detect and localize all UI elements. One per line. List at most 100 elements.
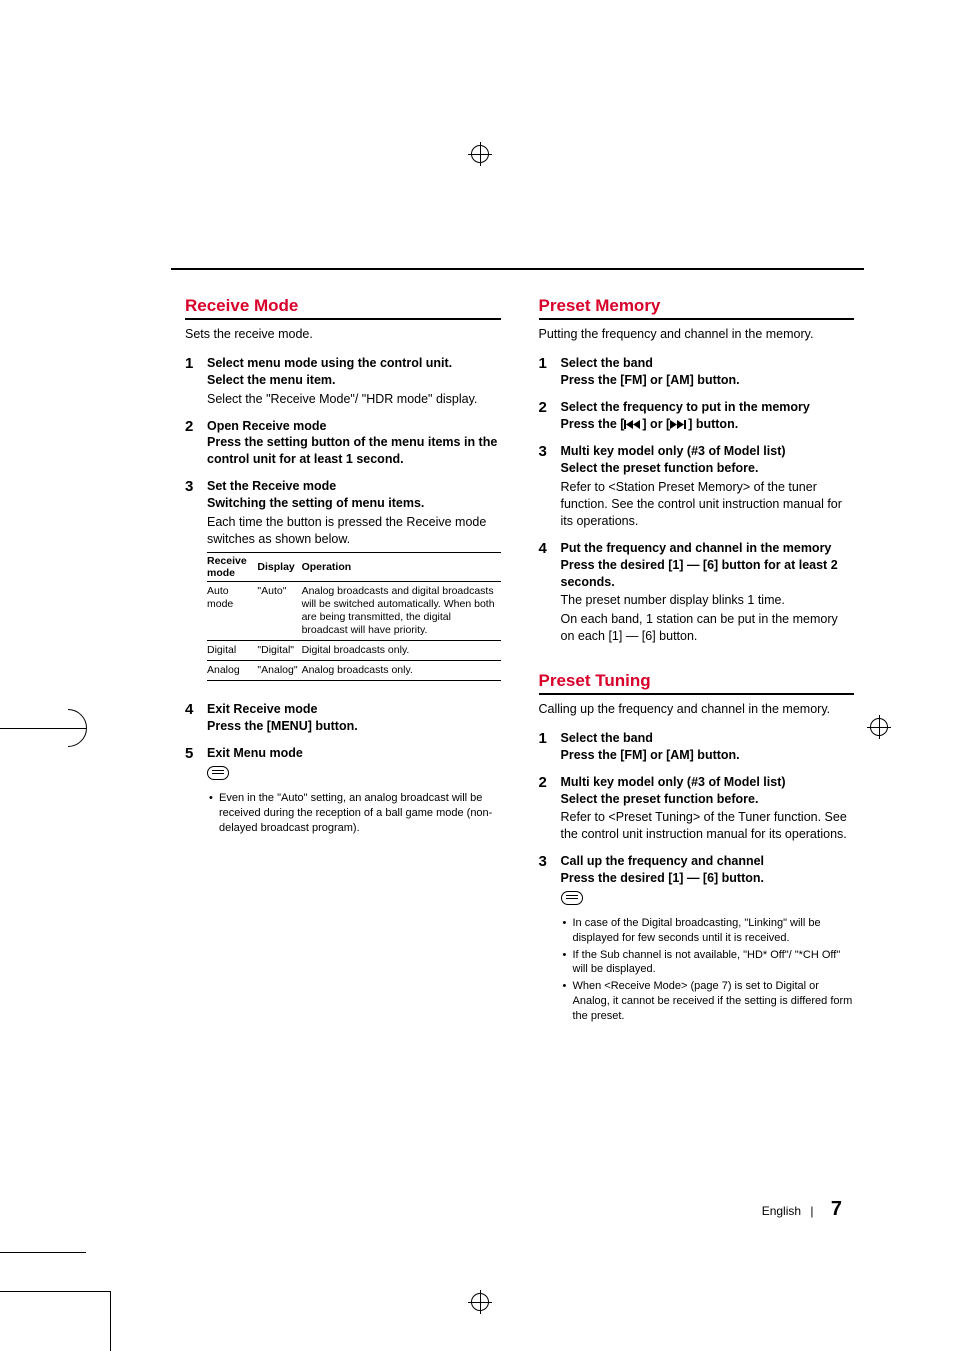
footer-page-number: 7 xyxy=(831,1198,842,1220)
step-body: Exit Receive mode Press the [MENU] butto… xyxy=(207,701,501,735)
step-bold: Press the [FM] or [AM] button. xyxy=(561,372,855,389)
note-icon xyxy=(207,766,229,780)
text-fragment: Press the [ xyxy=(561,417,625,431)
step-number: 1 xyxy=(539,355,553,389)
step-bold: Switching the setting of menu items. xyxy=(207,495,501,512)
step-bold: Select menu mode using the control unit. xyxy=(207,355,501,372)
step-bold: Put the frequency and channel in the mem… xyxy=(561,540,855,557)
crop-crosshair-icon xyxy=(471,145,489,163)
step-4: 4 Exit Receive mode Press the [MENU] but… xyxy=(185,701,501,735)
step-body: Open Receive mode Press the setting butt… xyxy=(207,418,501,469)
step-bold: Press the desired [1] — [6] button for a… xyxy=(561,557,855,591)
step-number: 1 xyxy=(185,355,199,408)
step-number: 2 xyxy=(539,399,553,434)
step-body: Select menu mode using the control unit.… xyxy=(207,355,501,408)
page-footer: English | 7 xyxy=(762,1198,842,1221)
step-2: 2 Open Receive mode Press the setting bu… xyxy=(185,418,501,469)
header-rule xyxy=(171,268,864,270)
crop-line-icon xyxy=(0,1291,110,1292)
step-bold: Select the band xyxy=(561,730,855,747)
step-body: Multi key model only (#3 of Model list) … xyxy=(561,443,855,529)
step-body: Put the frequency and channel in the mem… xyxy=(561,540,855,645)
step-3: 3 Call up the frequency and channel Pres… xyxy=(539,853,855,1026)
receive-mode-table: Receive mode Display Operation Auto mode… xyxy=(207,552,501,682)
step-bold: Select the preset function before. xyxy=(561,791,855,808)
step-number: 3 xyxy=(185,478,199,691)
step-bold: Multi key model only (#3 of Model list) xyxy=(561,443,855,460)
prev-track-icon xyxy=(624,417,642,434)
table-row: Digital "Digital" Digital broadcasts onl… xyxy=(207,641,501,661)
intro-text: Putting the frequency and channel in the… xyxy=(539,326,855,343)
step-bold: Select the preset function before. xyxy=(561,460,855,477)
td-mode: Digital xyxy=(207,641,257,661)
step-body: Select the band Press the [FM] or [AM] b… xyxy=(561,730,855,764)
step-bold: Multi key model only (#3 of Model list) xyxy=(561,774,855,791)
step-body: Call up the frequency and channel Press … xyxy=(561,853,855,1026)
step-light: Refer to <Station Preset Memory> of the … xyxy=(561,479,855,530)
step-bold: Exit Menu mode xyxy=(207,745,501,762)
note-item: In case of the Digital broadcasting, "Li… xyxy=(573,916,855,946)
th-display: Display xyxy=(257,552,301,581)
note-list: In case of the Digital broadcasting, "Li… xyxy=(561,916,855,1024)
footer-language: English xyxy=(762,1204,801,1218)
step-body: Exit Menu mode Even in the "Auto" settin… xyxy=(207,745,501,837)
step-number: 2 xyxy=(539,774,553,844)
table-header-row: Receive mode Display Operation xyxy=(207,552,501,581)
content-area: Receive Mode Sets the receive mode. 1 Se… xyxy=(185,296,854,1036)
intro-text: Calling up the frequency and channel in … xyxy=(539,701,855,718)
th-operation: Operation xyxy=(302,552,501,581)
td-display: "Auto" xyxy=(257,581,301,641)
note-item: When <Receive Mode> (page 7) is set to D… xyxy=(573,979,855,1024)
step-light: The preset number display blinks 1 time. xyxy=(561,592,855,609)
step-light: Each time the button is pressed the Rece… xyxy=(207,514,501,548)
step-bold: Select the frequency to put in the memor… xyxy=(561,399,855,416)
crop-line-icon xyxy=(110,1291,220,1351)
right-column: Preset Memory Putting the frequency and … xyxy=(539,296,855,1036)
section-title-receive-mode: Receive Mode xyxy=(185,296,501,320)
td-display: "Digital" xyxy=(257,641,301,661)
td-operation: Analog broadcasts only. xyxy=(302,661,501,681)
note-item: Even in the "Auto" setting, an analog br… xyxy=(219,791,501,836)
step-number: 3 xyxy=(539,853,553,1026)
step-3: 3 Multi key model only (#3 of Model list… xyxy=(539,443,855,529)
step-number: 5 xyxy=(185,745,199,837)
step-1: 1 Select the band Press the [FM] or [AM]… xyxy=(539,730,855,764)
table-row: Auto mode "Auto" Analog broadcasts and d… xyxy=(207,581,501,641)
step-1: 1 Select menu mode using the control uni… xyxy=(185,355,501,408)
step-bold: Press the [] or [] button. xyxy=(561,416,855,434)
td-mode: Auto mode xyxy=(207,581,257,641)
step-number: 4 xyxy=(185,701,199,735)
step-5: 5 Exit Menu mode Even in the "Auto" sett… xyxy=(185,745,501,837)
footer-divider: | xyxy=(810,1204,813,1218)
text-fragment: ] or [ xyxy=(642,417,670,431)
step-bold: Select the menu item. xyxy=(207,372,501,389)
step-2: 2 Select the frequency to put in the mem… xyxy=(539,399,855,434)
step-body: Select the frequency to put in the memor… xyxy=(561,399,855,434)
left-column: Receive Mode Sets the receive mode. 1 Se… xyxy=(185,296,501,1036)
step-number: 3 xyxy=(539,443,553,529)
note-icon xyxy=(561,891,583,905)
td-operation: Analog broadcasts and digital broadcasts… xyxy=(302,581,501,641)
step-bold: Call up the frequency and channel xyxy=(561,853,855,870)
th-receive-mode: Receive mode xyxy=(207,552,257,581)
step-bold: Set the Receive mode xyxy=(207,478,501,495)
td-operation: Digital broadcasts only. xyxy=(302,641,501,661)
step-bold: Press the desired [1] — [6] button. xyxy=(561,870,855,887)
step-light: On each band, 1 station can be put in th… xyxy=(561,611,855,645)
note-item: If the Sub channel is not available, "HD… xyxy=(573,948,855,978)
step-body: Select the band Press the [FM] or [AM] b… xyxy=(561,355,855,389)
step-2: 2 Multi key model only (#3 of Model list… xyxy=(539,774,855,844)
step-bold: Open Receive mode xyxy=(207,418,501,435)
step-body: Multi key model only (#3 of Model list) … xyxy=(561,774,855,844)
section-title-preset-tuning: Preset Tuning xyxy=(539,671,855,695)
step-light: Select the "Receive Mode"/ "HDR mode" di… xyxy=(207,391,501,408)
step-body: Set the Receive mode Switching the setti… xyxy=(207,478,501,691)
step-bold: Press the setting button of the menu ite… xyxy=(207,434,501,468)
step-1: 1 Select the band Press the [FM] or [AM]… xyxy=(539,355,855,389)
step-3: 3 Set the Receive mode Switching the set… xyxy=(185,478,501,691)
td-mode: Analog xyxy=(207,661,257,681)
note-list: Even in the "Auto" setting, an analog br… xyxy=(207,791,501,836)
step-number: 2 xyxy=(185,418,199,469)
step-bold: Exit Receive mode xyxy=(207,701,501,718)
step-bold: Select the band xyxy=(561,355,855,372)
